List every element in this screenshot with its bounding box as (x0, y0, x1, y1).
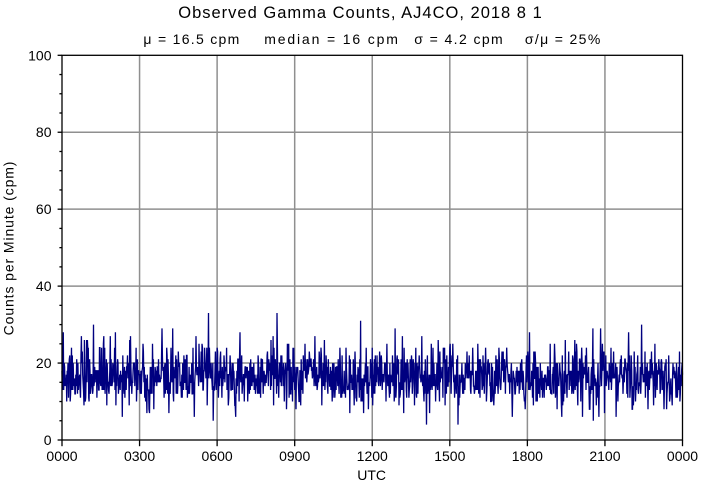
svg-text:Counts per Minute (cpm): Counts per Minute (cpm) (1, 161, 17, 336)
svg-text:0000: 0000 (46, 448, 77, 464)
svg-text:1200: 1200 (357, 448, 388, 464)
svg-text:σ/μ = 25%: σ/μ = 25% (525, 31, 602, 47)
svg-text:UTC: UTC (357, 467, 386, 483)
svg-text:2100: 2100 (589, 448, 620, 464)
svg-text:0: 0 (44, 432, 52, 448)
svg-text:1500: 1500 (434, 448, 465, 464)
svg-text:median = 16 cpm: median = 16 cpm (264, 31, 400, 47)
svg-text:20: 20 (36, 355, 52, 371)
svg-text:0000: 0000 (667, 448, 698, 464)
svg-text:σ = 4.2 cpm: σ = 4.2 cpm (414, 31, 504, 47)
svg-text:1800: 1800 (512, 448, 543, 464)
svg-text:Observed Gamma Counts, AJ4CO,: Observed Gamma Counts, AJ4CO, 2018 8 1 (178, 4, 543, 22)
svg-text:0600: 0600 (202, 448, 233, 464)
svg-text:80: 80 (36, 124, 52, 140)
svg-text:μ = 16.5 cpm: μ = 16.5 cpm (143, 31, 240, 47)
svg-text:0300: 0300 (124, 448, 155, 464)
svg-text:60: 60 (36, 201, 52, 217)
svg-text:0900: 0900 (279, 448, 310, 464)
svg-text:40: 40 (36, 278, 52, 294)
svg-text:100: 100 (28, 47, 52, 63)
